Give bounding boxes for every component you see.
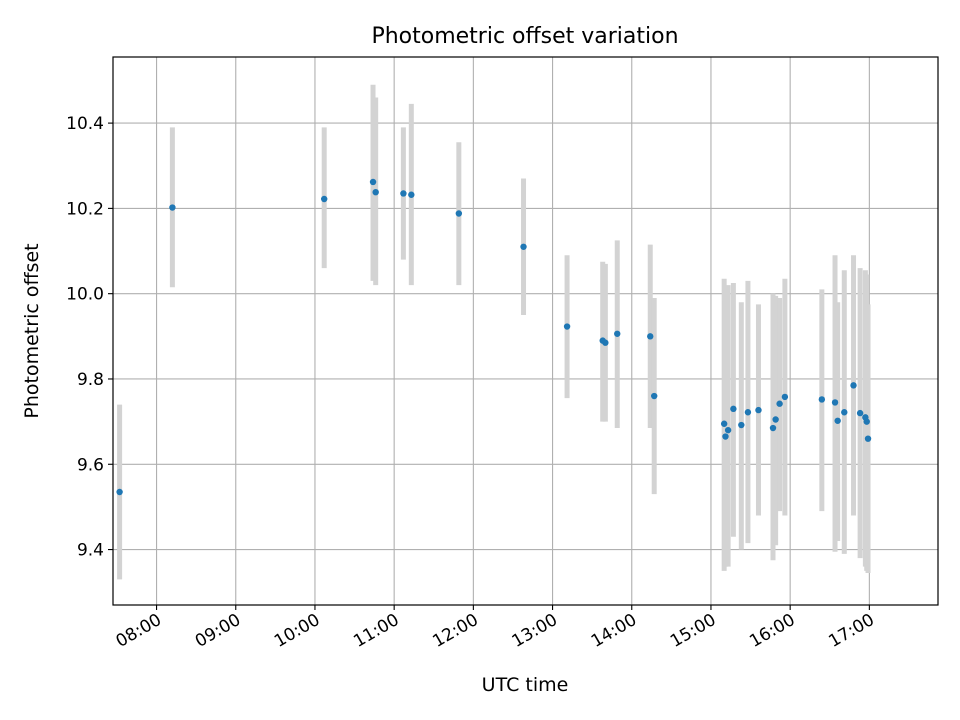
data-point <box>520 243 527 250</box>
data-point <box>724 426 732 434</box>
data-point <box>400 190 407 197</box>
data-point <box>455 210 463 217</box>
y-tick-label: 9.4 <box>77 541 104 561</box>
data-point <box>369 178 377 186</box>
data-point <box>856 409 864 417</box>
y-tick-label: 9.8 <box>77 370 104 390</box>
data-point <box>841 409 848 416</box>
y-tick-label: 9.6 <box>77 455 104 475</box>
data-point <box>720 420 728 427</box>
data-point <box>781 393 789 401</box>
data-point <box>738 421 745 429</box>
data-point <box>651 392 658 400</box>
data-point <box>563 323 571 330</box>
data-point <box>614 330 621 337</box>
data-point <box>863 418 870 425</box>
data-point <box>321 195 328 203</box>
y-axis-label: Photometric offset <box>21 243 43 418</box>
y-tick-label: 10.2 <box>66 199 104 219</box>
y-axis-ticks: 9.4 9.6 9.8 10.0 10.2 10.4 <box>66 114 113 561</box>
data-point <box>647 333 654 340</box>
data-point <box>755 406 762 414</box>
data-point <box>831 399 839 406</box>
data-point <box>116 488 123 496</box>
x-axis-label: UTC time <box>482 674 569 696</box>
data-point <box>776 400 783 407</box>
data-point <box>864 435 872 442</box>
data-point <box>730 405 737 413</box>
data-point <box>408 191 415 198</box>
data-point <box>744 409 752 416</box>
chart-title: Photometric offset variation <box>371 24 678 49</box>
plot-frame <box>112 56 939 606</box>
data-point <box>602 339 609 346</box>
data-point <box>818 396 826 403</box>
y-tick-label: 10.4 <box>66 114 104 134</box>
data-point <box>769 424 777 432</box>
data-point <box>834 417 841 424</box>
plot-area <box>113 57 938 605</box>
data-points <box>116 178 872 496</box>
data-point <box>372 188 379 196</box>
data-point <box>850 382 857 389</box>
data-point <box>722 433 729 440</box>
data-point <box>772 416 779 423</box>
y-tick-label: 10.0 <box>66 285 104 305</box>
data-point <box>169 204 176 211</box>
